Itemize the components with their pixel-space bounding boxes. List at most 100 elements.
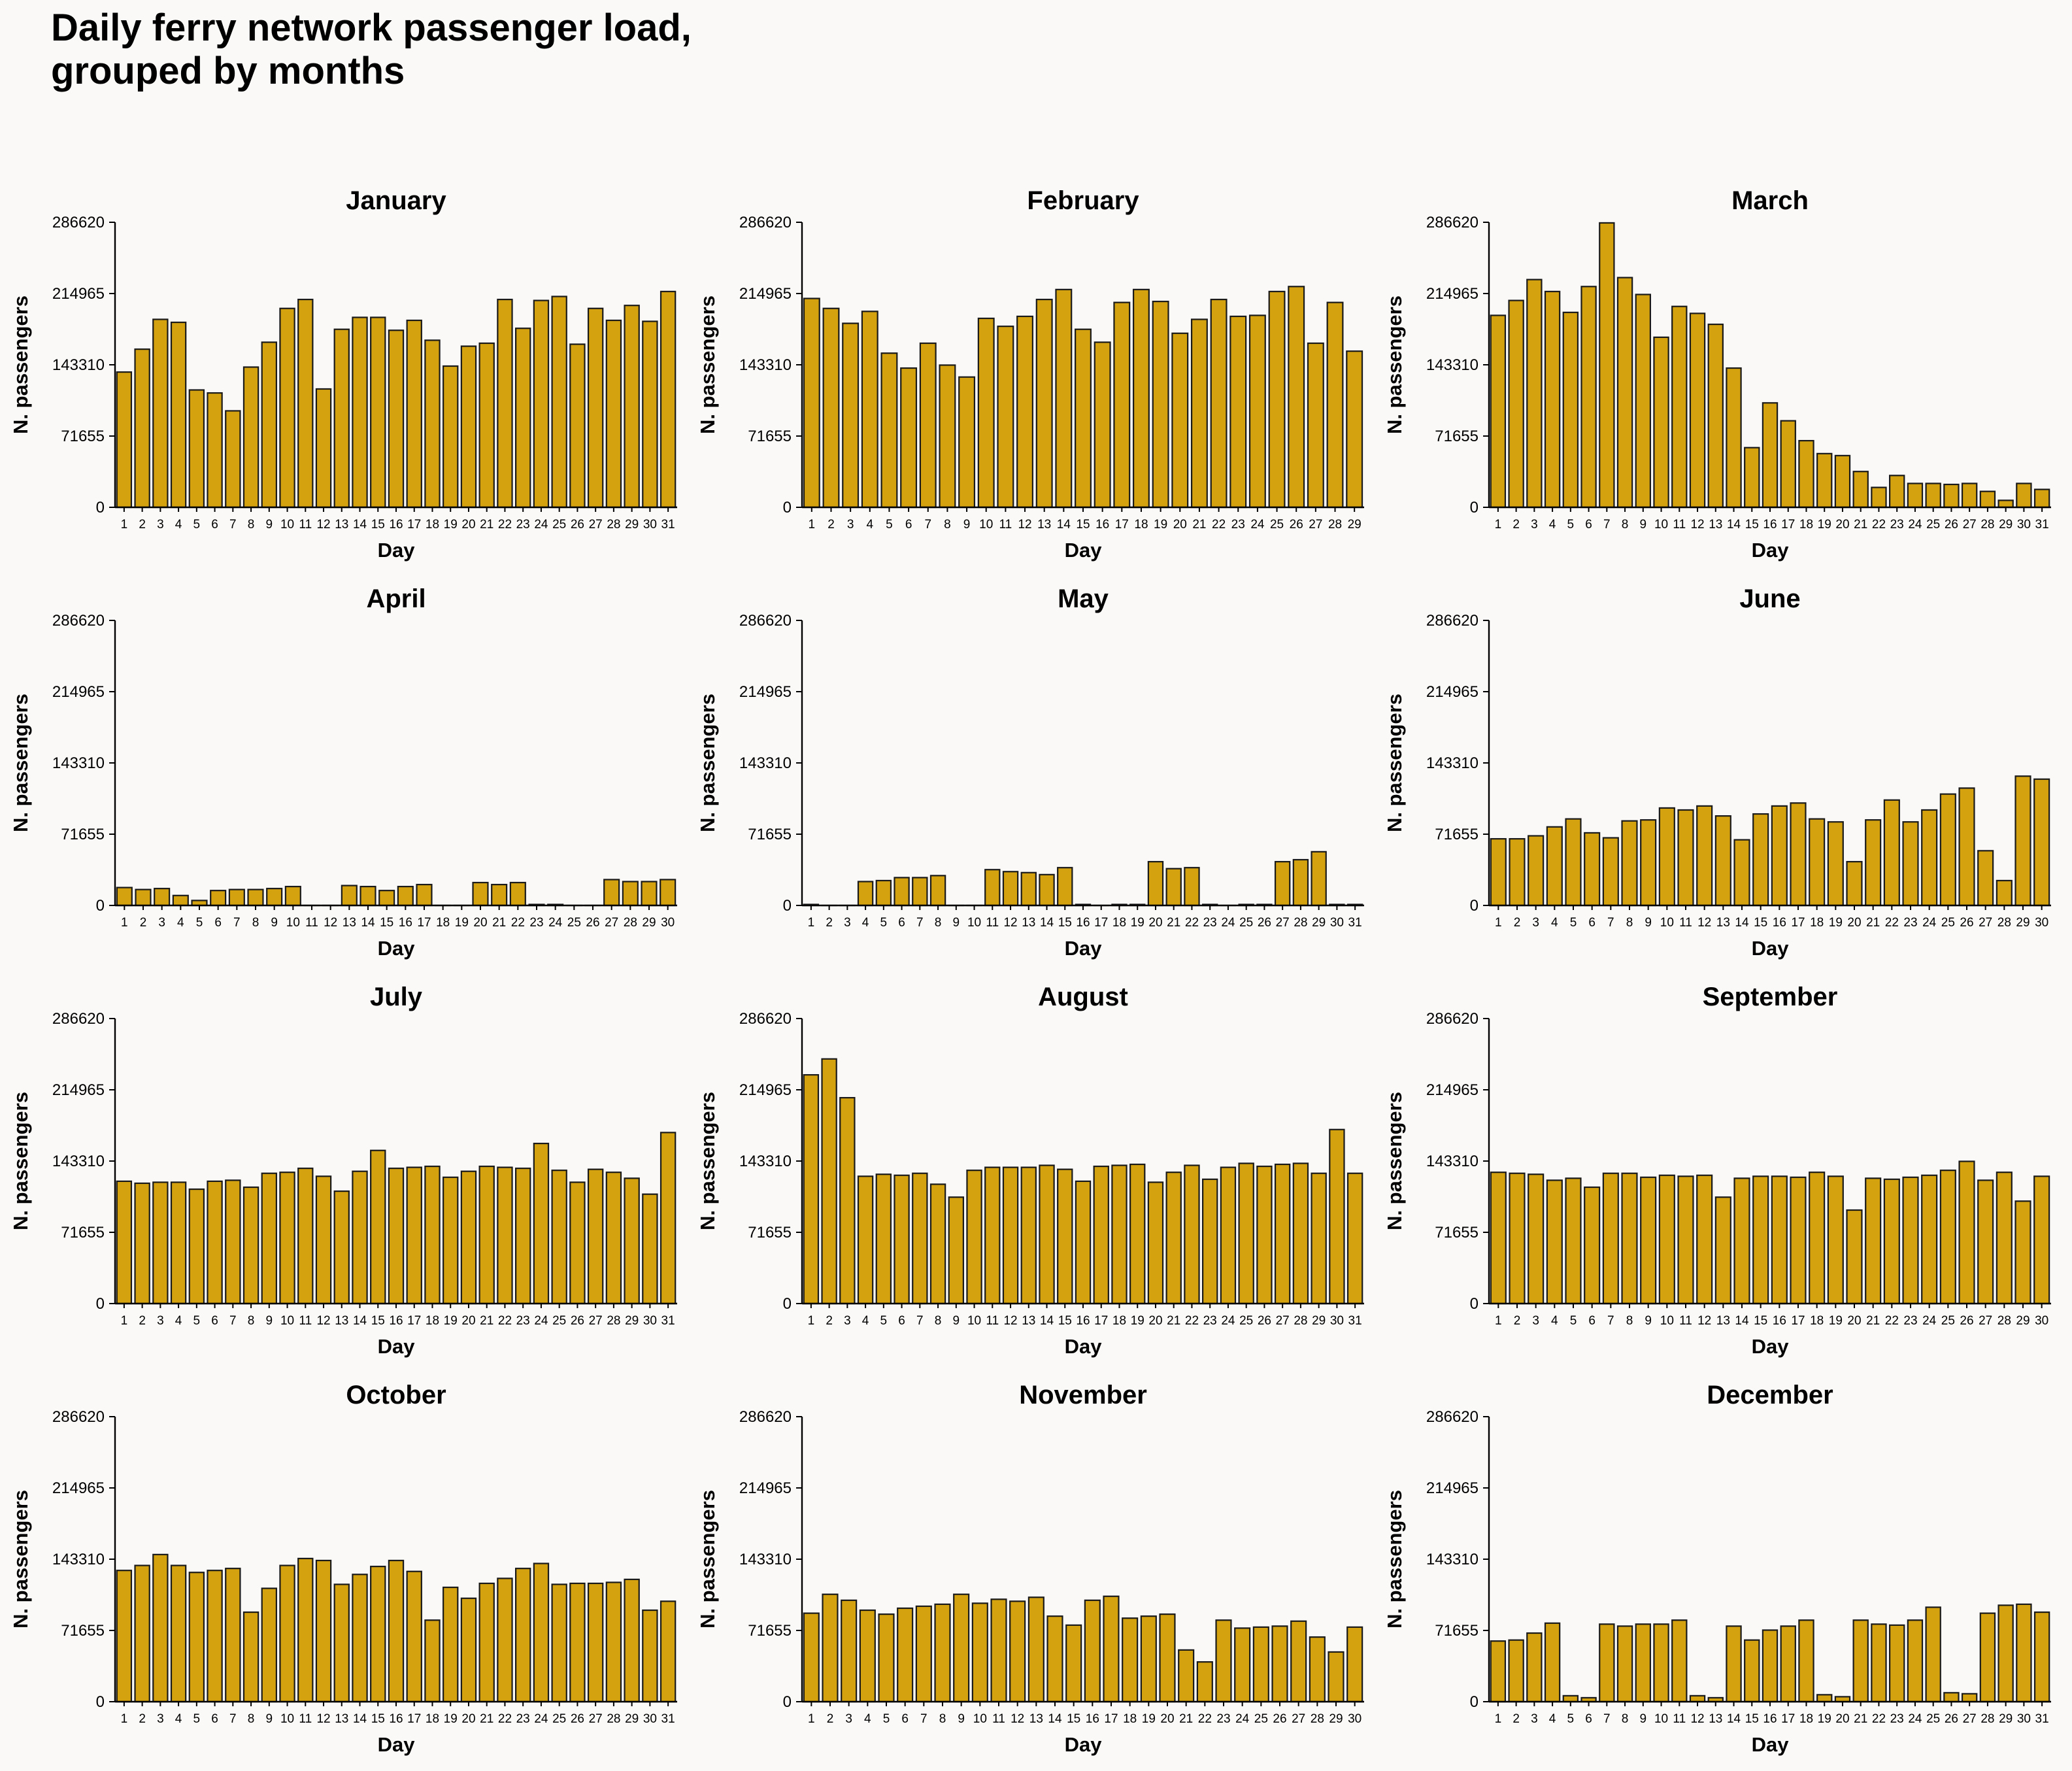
x-tick-label-october-11: 11 [299,1712,312,1726]
bar-june-day-25 [1939,793,1956,907]
x-tick-label-april-24: 24 [548,916,563,930]
bar-june-day-14 [1733,839,1750,907]
bar-august-day-11 [984,1166,1001,1305]
y-tick-label-february-71655: 71655 [748,428,792,445]
bar-september-day-26 [1958,1160,1975,1305]
x-tick-label-june-7: 7 [1607,916,1614,930]
bar-february-day-23 [1229,315,1247,509]
bar-november-day-25 [1252,1626,1269,1703]
y-tick-label-april-0: 0 [96,897,105,915]
bar-september-day-7 [1602,1172,1619,1305]
bar-december-day-7 [1599,1623,1615,1703]
x-tick-label-september-30: 30 [2035,1314,2048,1328]
bar-december-day-24 [1907,1619,1924,1703]
x-tick-label-march-15: 15 [1745,518,1759,531]
x-tick-label-october-3: 3 [157,1712,164,1726]
bar-december-day-19 [1816,1694,1833,1703]
x-tick-label-december-4: 4 [1549,1712,1556,1726]
bar-september-day-28 [1996,1172,2013,1305]
x-tick-label-december-14: 14 [1727,1712,1741,1726]
bar-october-day-24 [533,1562,550,1703]
bar-august-day-24 [1220,1166,1237,1305]
bar-november-day-30 [1346,1626,1363,1703]
bar-december-day-17 [1780,1625,1796,1703]
bar-july-day-19 [443,1176,459,1305]
bar-april-day-21 [491,883,508,907]
x-tick-label-june-5: 5 [1570,916,1577,930]
bar-january-day-24 [533,299,550,509]
bar-may-day-7 [912,877,928,907]
x-tick-label-november-2: 2 [827,1712,834,1726]
x-tick-label-december-9: 9 [1640,1712,1647,1726]
x-tick-label-july-17: 17 [407,1314,421,1328]
y-tick-label-august-143310: 143310 [739,1153,792,1170]
bar-march-day-9 [1635,294,1651,509]
bar-april-day-29 [641,881,658,907]
x-tick-label-april-23: 23 [529,916,543,930]
x-tick-label-january-5: 5 [193,518,201,531]
bar-august-day-19 [1129,1163,1146,1305]
y-tick-label-may-71655: 71655 [748,826,792,843]
x-tick-label-august-23: 23 [1203,1314,1217,1328]
x-tick-label-january-19: 19 [444,518,458,531]
x-tick-label-december-10: 10 [1654,1712,1668,1726]
y-tick-label-november-71655: 71655 [748,1622,792,1640]
x-tick-label-december-5: 5 [1567,1712,1575,1726]
x-tick-label-march-4: 4 [1549,518,1556,531]
x-tick-label-december-12: 12 [1690,1712,1704,1726]
x-tick-label-january-28: 28 [607,518,620,531]
bar-january-day-31 [660,290,677,509]
y-tick-label-june-286620: 286620 [1426,612,1479,630]
x-tick-label-august-29: 29 [1312,1314,1326,1328]
x-tick-label-july-1: 1 [121,1314,128,1328]
x-tick-label-july-8: 8 [248,1314,255,1328]
bar-august-day-28 [1292,1162,1309,1305]
x-tick-label-march-22: 22 [1872,518,1886,531]
y-tick-label-september-286620: 286620 [1426,1010,1479,1028]
bar-june-day-29 [2014,775,2031,907]
x-tick-label-march-1: 1 [1495,518,1502,531]
y-tick-label-october-0: 0 [96,1693,105,1711]
bar-december-day-14 [1726,1625,1742,1703]
x-tick-label-november-16: 16 [1086,1712,1099,1726]
x-tick-label-february-21: 21 [1192,518,1206,531]
bar-july-day-1 [116,1180,133,1305]
y-axis-label-august: N. passengers [696,1092,719,1230]
bar-april-day-10 [284,885,301,907]
x-tick-label-june-13: 13 [1716,916,1730,930]
x-tick-label-may-21: 21 [1167,916,1180,930]
y-tick-label-november-0: 0 [783,1693,792,1711]
y-tick-label-february-214965: 214965 [739,285,792,303]
x-tick-label-march-14: 14 [1727,518,1741,531]
x-tick-label-march-24: 24 [1908,518,1922,531]
x-tick-label-june-1: 1 [1495,916,1502,930]
x-tick-label-december-22: 22 [1872,1712,1886,1726]
y-tick-label-november-214965: 214965 [739,1479,792,1497]
x-tick-label-october-4: 4 [175,1712,182,1726]
x-tick-label-february-27: 27 [1309,518,1322,531]
x-tick-label-june-3: 3 [1532,916,1539,930]
bar-june-day-19 [1827,821,1844,907]
x-tick-label-june-17: 17 [1791,916,1805,930]
bar-march-day-1 [1490,314,1507,509]
bar-april-day-30 [660,879,677,907]
x-tick-label-july-7: 7 [229,1314,237,1328]
bar-february-day-21 [1190,318,1208,509]
bar-june-day-10 [1658,807,1675,907]
x-axis-label-march: Day [1752,539,1790,562]
x-tick-label-march-26: 26 [1945,518,1958,531]
x-tick-label-january-15: 15 [371,518,385,531]
bar-february-day-15 [1075,328,1092,509]
bar-april-day-9 [266,888,283,907]
bar-june-day-5 [1565,818,1582,907]
bar-june-day-3 [1528,835,1545,907]
bar-april-day-27 [603,879,620,907]
x-tick-label-june-27: 27 [1979,916,1992,930]
bar-september-day-11 [1677,1175,1694,1305]
x-tick-label-february-13: 13 [1037,518,1051,531]
bar-june-day-24 [1921,809,1938,907]
panel-title-february: February [1027,186,1139,215]
figure-title: Daily ferry network passenger load, grou… [51,7,692,93]
bar-november-day-18 [1122,1617,1139,1703]
